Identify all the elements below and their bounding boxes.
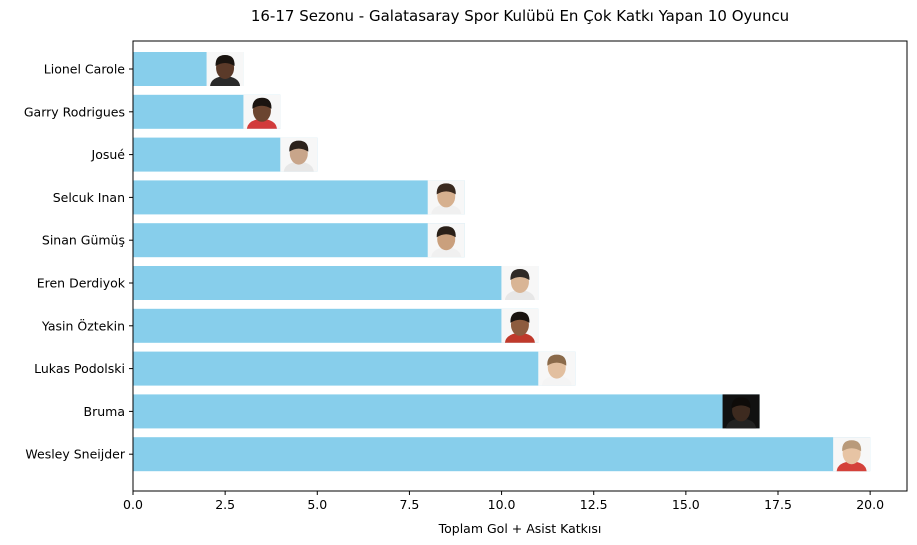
y-tick-label: Sinan Gümüş [42,233,125,248]
x-tick-label: 15.0 [672,497,700,512]
y-tick-label: Garry Rodrigues [24,104,125,119]
y-tick-label: Eren Derdiyok [37,276,126,291]
player-photo [833,437,871,472]
x-tick-label: 12.5 [580,497,608,512]
player-photo [501,308,539,343]
y-tick-label: Bruma [84,404,125,419]
x-tick-label: 2.5 [215,497,235,512]
y-tick-label: Lionel Carole [44,62,126,77]
y-tick-label: Josué [91,147,126,162]
x-axis-ticks: 0.0 2.5 5.0 7.5 10.0 12.5 15.0 17.5 20.0 [123,491,884,512]
bar [133,180,465,215]
x-tick-label: 10.0 [488,497,516,512]
x-tick-label: 17.5 [764,497,792,512]
y-tick-label: Wesley Sneijder [25,447,125,462]
player-photo [427,223,465,258]
x-axis-label: Toplam Gol + Asist Katkısı [438,521,602,536]
chart-title: 16-17 Sezonu - Galatasaray Spor Kulübü E… [251,7,789,25]
player-photo [206,52,244,86]
bar [133,394,760,429]
x-tick-label: 5.0 [307,497,327,512]
player-photo [501,266,539,300]
y-axis-ticks: Lionel Carole Garry Rodrigues Josué Selcuk … [24,62,133,462]
bar [133,437,871,472]
player-photo [243,94,281,129]
x-tick-label: 0.0 [123,497,143,512]
x-tick-label: 20.0 [856,497,884,512]
x-tick-label: 7.5 [399,497,419,512]
bar [133,266,539,300]
bar [133,223,465,258]
player-photos-group [206,52,871,472]
y-tick-label: Lukas Podolski [34,361,125,376]
y-tick-label: Selcuk Inan [53,190,125,205]
player-photo [427,180,465,215]
player-photo [722,394,760,429]
player-photo [538,351,576,386]
bar [133,308,539,343]
bar [133,351,576,386]
player-photo [280,137,318,172]
y-tick-label: Yasin Öztekin [41,317,125,333]
plot-frame [132,40,908,492]
